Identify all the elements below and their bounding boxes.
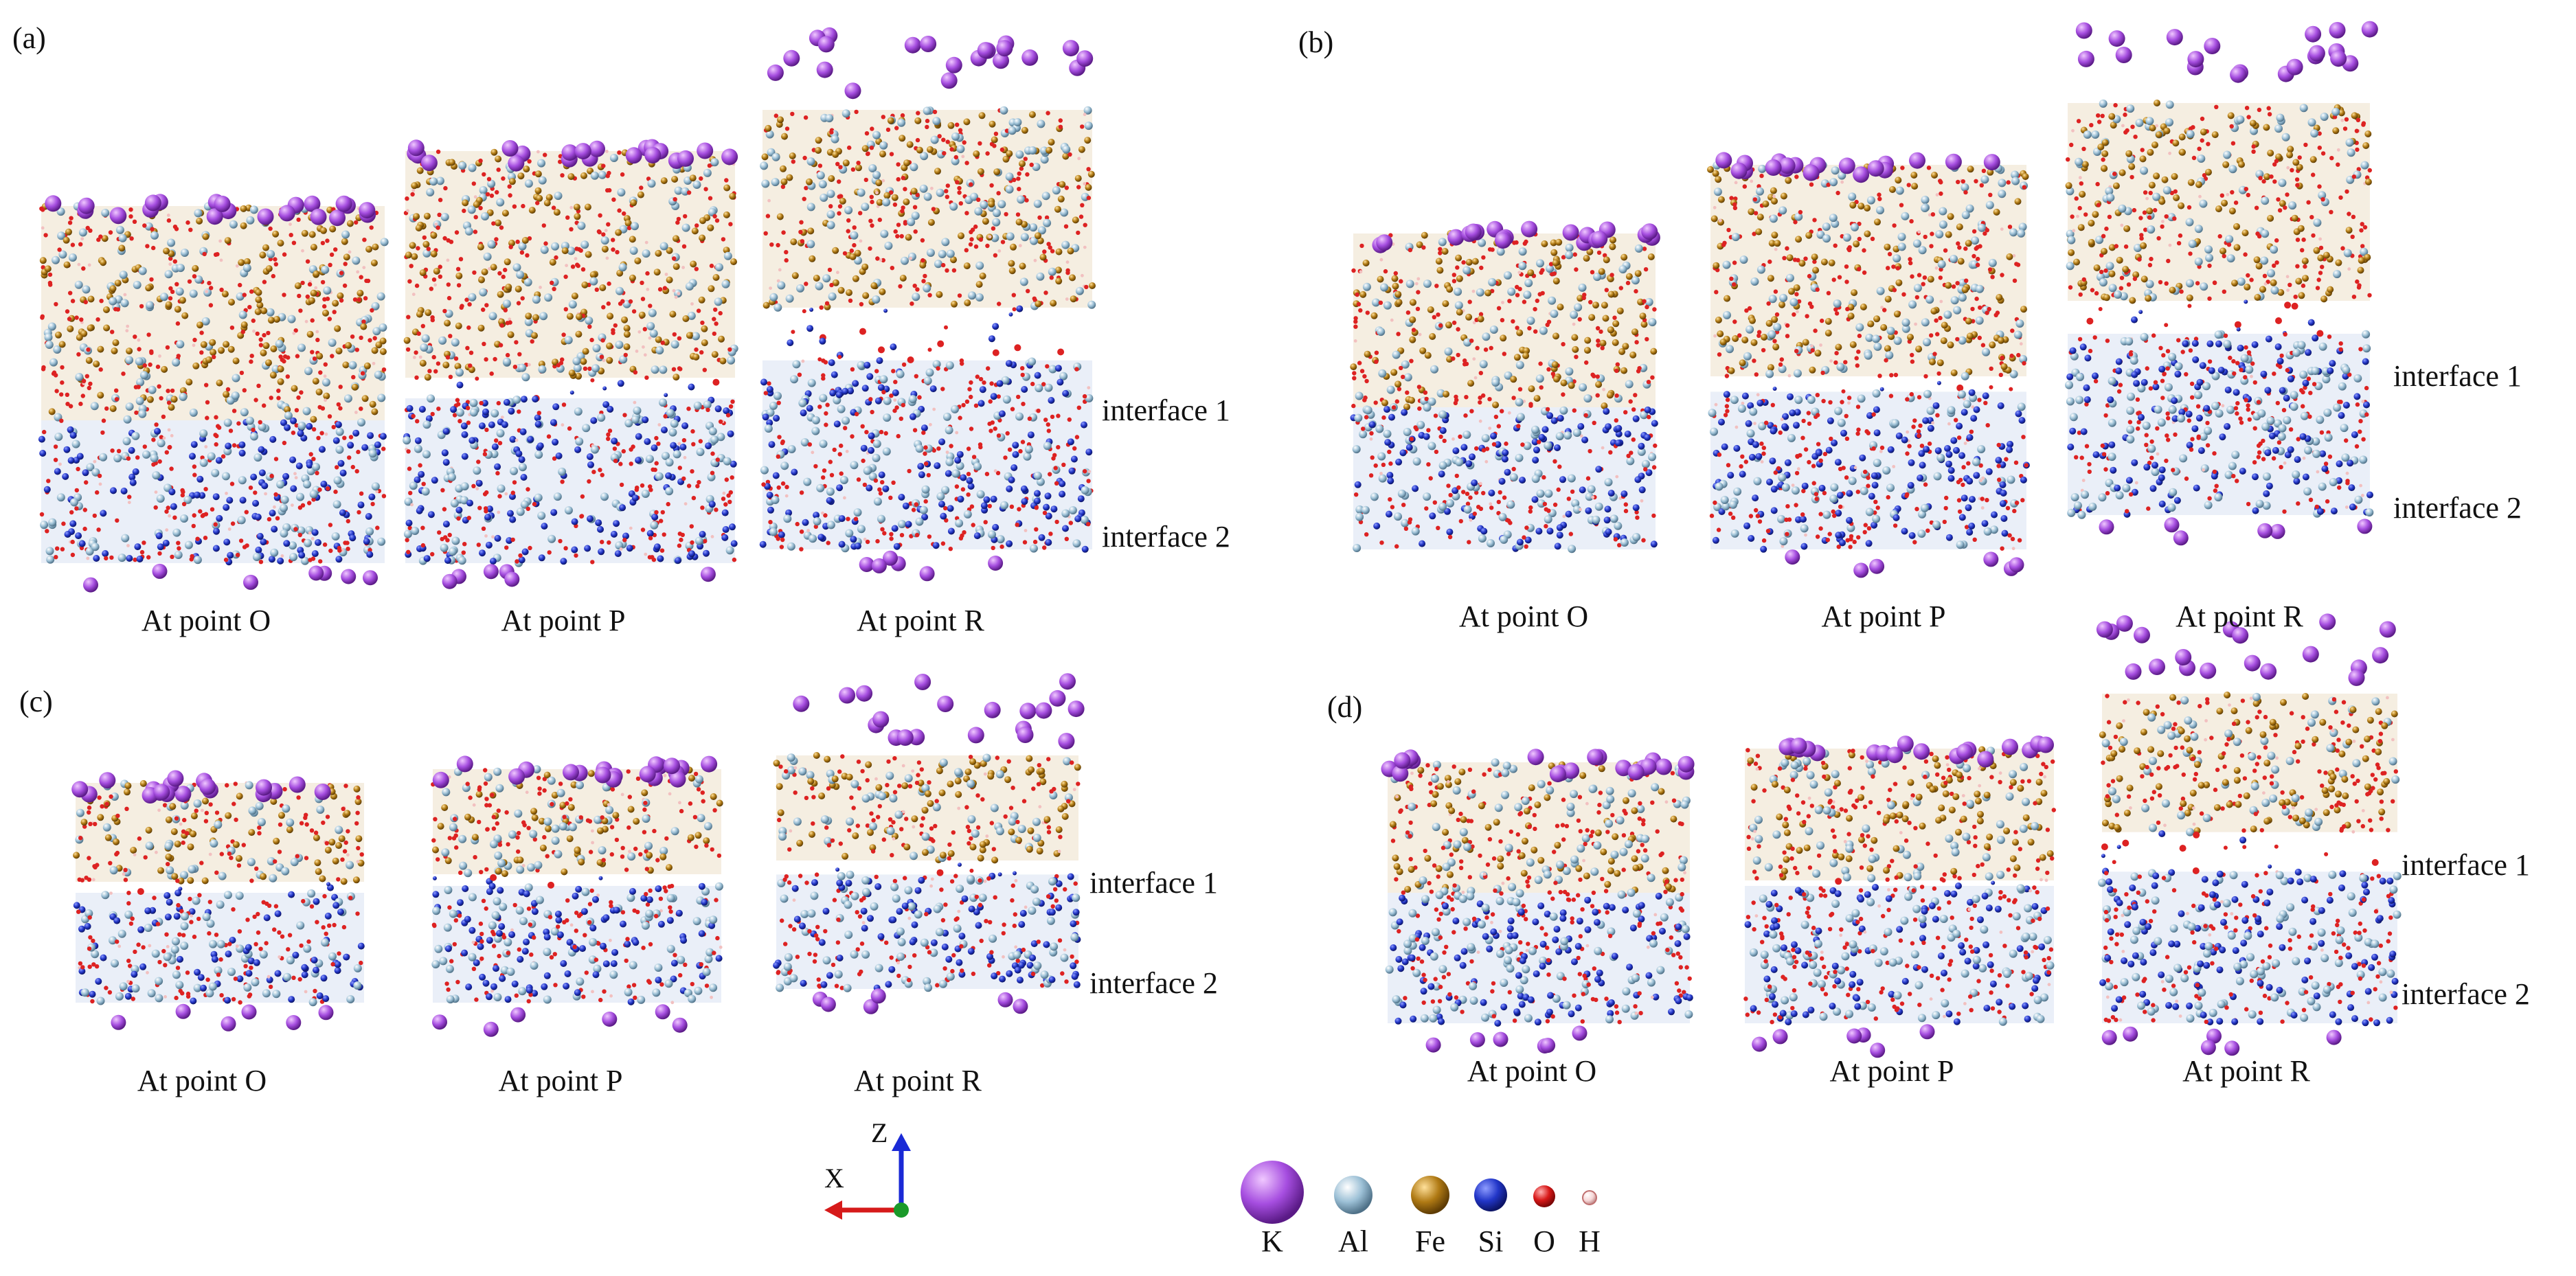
panel-d-label-p: At point P: [1829, 1054, 1954, 1088]
panel-b-interface-2: interface 2: [2393, 491, 2522, 525]
legend-fe-ball: [1411, 1176, 1449, 1214]
legend-label-o: O: [1533, 1224, 1555, 1258]
panel-d-label-r: At point R: [2182, 1054, 2310, 1088]
panel-c-label-r: At point R: [854, 1064, 982, 1097]
legend-label-h: H: [1579, 1224, 1601, 1258]
legend-o-ball: [1533, 1185, 1555, 1207]
axis-triad: [824, 1133, 911, 1220]
snapshot-d-r: [2096, 613, 2402, 1056]
legend-si-ball: [1474, 1178, 1507, 1211]
panel-a-tag: (a): [12, 21, 46, 55]
snapshot-d-o: [1381, 749, 1695, 1053]
snapshot-a-r: [759, 27, 1096, 582]
axis-x-label: X: [824, 1163, 844, 1194]
legend-label-si: Si: [1478, 1224, 1504, 1258]
panel-b-label-o: At point O: [1458, 600, 1589, 633]
panel-d-label-o: At point O: [1467, 1054, 1597, 1088]
snapshot-c-r: [773, 673, 1085, 1014]
legend-label-al: Al: [1338, 1224, 1368, 1258]
legend-h-ball: [1582, 1190, 1597, 1205]
panel-b-label-p: At point P: [1821, 600, 1946, 633]
z-axis-arrowhead: [892, 1133, 911, 1151]
legend-al-ball: [1334, 1176, 1372, 1214]
axis-z-label: Z: [871, 1117, 888, 1148]
panel-a-interface-1: interface 1: [1102, 394, 1230, 427]
snapshot-b-r: [2065, 21, 2378, 546]
panel-a-label-p: At point P: [501, 604, 626, 637]
panel-b-interface-1: interface 1: [2393, 359, 2522, 393]
panel-d-interface-1: interface 1: [2402, 848, 2530, 882]
atomistic-snapshots: [38, 21, 2402, 1058]
legend-atoms: [1241, 1161, 1597, 1224]
panel-a-label-r: At point R: [857, 604, 984, 637]
panel-c-tag: (c): [19, 685, 53, 718]
snapshot-b-o: [1350, 220, 1660, 554]
panel-b-label-r: At point R: [2176, 600, 2303, 633]
legend-label-fe: Fe: [1415, 1224, 1445, 1258]
panel-a-label-o: At point O: [141, 604, 271, 637]
snapshot-a-o: [38, 194, 389, 593]
panel-c-interface-2: interface 2: [1089, 966, 1218, 1000]
panel-c-interface-1: interface 1: [1089, 866, 1218, 900]
snapshot-c-p: [431, 755, 723, 1037]
panel-c-label-o: At point O: [137, 1064, 267, 1097]
legend-label-k: K: [1261, 1224, 1283, 1258]
panel-c-label-p: At point P: [498, 1064, 623, 1097]
legend-k-ball: [1241, 1161, 1304, 1224]
panel-a-interface-2: interface 2: [1102, 520, 1230, 554]
snapshot-d-p: [1743, 736, 2056, 1058]
y-axis-dot: [894, 1203, 909, 1218]
snapshot-c-o: [71, 770, 365, 1032]
snapshot-a-p: [403, 139, 738, 589]
snapshot-b-p: [1707, 152, 2030, 578]
x-axis-arrowhead: [824, 1200, 842, 1220]
panel-b-tag: (b): [1298, 25, 1334, 59]
panel-d-interface-2: interface 2: [2402, 977, 2530, 1011]
panel-d-tag: (d): [1327, 690, 1363, 724]
